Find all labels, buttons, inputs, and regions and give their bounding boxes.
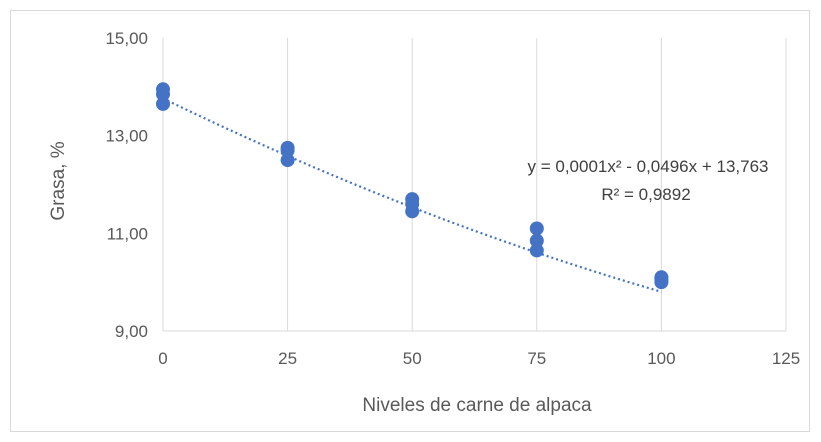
y-tick-label: 13,00 (105, 127, 148, 146)
y-tick-label: 11,00 (107, 224, 148, 243)
data-point (156, 87, 170, 102)
x-tick-labels: 0 25 50 75 100 125 (158, 349, 800, 368)
x-tick-label: 25 (278, 349, 297, 368)
trendline-r-squared: R² = 0,9892 (601, 185, 690, 204)
x-tick-label: 100 (647, 349, 675, 368)
x-tick-label: 50 (403, 349, 422, 368)
y-tick-label: 9,00 (115, 322, 148, 341)
x-tick-label: 0 (158, 349, 167, 368)
y-axis-title: Grasa, % (48, 141, 69, 220)
scatter-chart: 9,00 11,00 13,00 15,00 0 25 50 75 100 125 y = 0,… (48, 29, 800, 416)
x-tick-label: 75 (527, 349, 546, 368)
data-points (156, 82, 669, 290)
data-point (156, 96, 170, 111)
x-axis-title: Niveles de carne de alpaca (362, 395, 592, 416)
data-point (529, 233, 544, 248)
data-point (654, 275, 669, 290)
trendline-equation: y = 0,0001x² - 0,0496x + 13,763 (527, 157, 768, 176)
data-point (280, 153, 295, 168)
data-point (405, 204, 420, 219)
data-point (529, 243, 544, 258)
y-tick-label: 15,00 (105, 29, 148, 48)
x-tick-label: 125 (772, 349, 800, 368)
data-point (529, 221, 544, 236)
grid (162, 38, 787, 331)
chart-frame: 9,00 11,00 13,00 15,00 0 25 50 75 100 125 y = 0,… (10, 10, 810, 432)
trendline (162, 97, 662, 293)
data-point (280, 143, 295, 158)
y-tick-labels: 9,00 11,00 13,00 15,00 (105, 29, 148, 341)
